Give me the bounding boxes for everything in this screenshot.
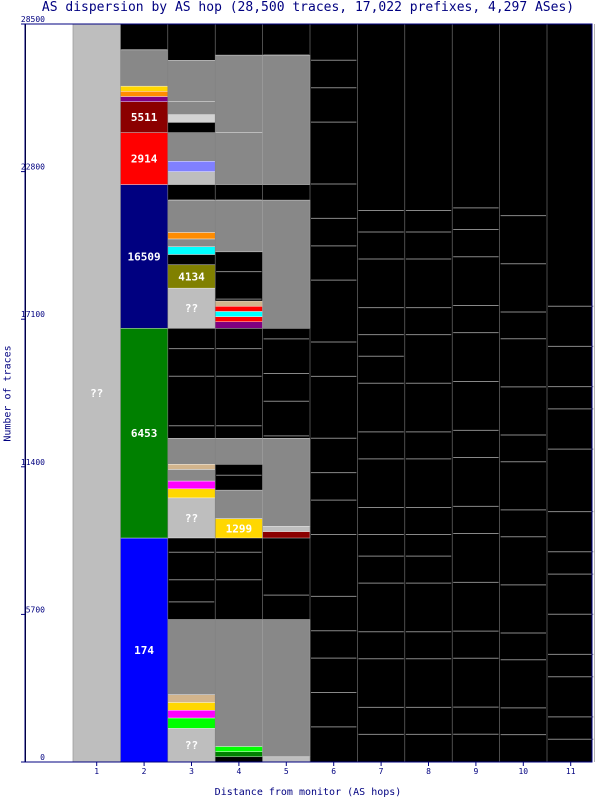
segment-label: 2914 — [131, 153, 158, 166]
hop-5-segment — [262, 531, 311, 539]
hop-2-segment-174 — [120, 537, 169, 763]
segment-label: 4134 — [178, 270, 205, 283]
hop-3-segment — [167, 199, 216, 233]
x-tick-label: 10 — [518, 767, 528, 776]
x-tick-label: 6 — [331, 767, 336, 776]
hop-3-segment — [167, 238, 216, 247]
x-tick-label: 7 — [379, 767, 384, 776]
hop-3-segment — [167, 717, 216, 729]
x-axis-label: Distance from monitor (AS hops) — [214, 787, 402, 798]
y-tick-label: 17100 — [21, 310, 45, 319]
hop-3-segment — [167, 438, 216, 465]
hop-5-segment — [262, 756, 311, 763]
hop-4-segment — [214, 300, 263, 307]
hop-4-segment — [214, 746, 263, 752]
x-tick-label: 3 — [189, 767, 194, 776]
hop-5-segment — [262, 438, 311, 527]
plot-leading-gap — [26, 24, 73, 762]
x-tick-label: 9 — [473, 767, 478, 776]
hop-3-segment — [167, 114, 216, 123]
hop-3-segment — [167, 60, 216, 102]
hop-3-segment — [167, 480, 216, 490]
hop-2-segment — [120, 49, 169, 87]
segment-label: 5511 — [131, 111, 158, 124]
hop-5-segment — [262, 199, 311, 329]
hop-4-segment — [214, 321, 263, 329]
segment-label: 6453 — [131, 427, 158, 440]
x-tick-label: 11 — [566, 767, 576, 776]
hop-3-segment — [167, 171, 216, 185]
hop-2-segment-16509 — [120, 184, 169, 329]
segment-label: ?? — [185, 512, 198, 525]
hop-4-segment — [214, 489, 263, 519]
y-tick-label: 11400 — [21, 458, 45, 467]
hop-3-segment — [167, 246, 216, 255]
segment-label: ?? — [185, 739, 198, 752]
segment-label: ?? — [185, 302, 198, 315]
x-tick-label: 4 — [236, 767, 241, 776]
hop-3-segment — [167, 232, 216, 240]
hop-3-segment-unknownunknown — [167, 497, 216, 539]
x-tick-label: 8 — [426, 767, 431, 776]
hop-2-segment — [120, 96, 169, 102]
y-tick-label: 28500 — [21, 15, 45, 24]
hop-5-segment — [262, 526, 311, 532]
hop-1-segment-unknownunknown — [72, 23, 121, 763]
hop-3-segment-unknownunknown — [167, 728, 216, 763]
hop-4-segment — [214, 316, 263, 322]
hop-3-segment — [167, 161, 216, 172]
hop-2-segment — [120, 91, 169, 97]
hop-4-segment — [214, 132, 263, 185]
x-tick-label: 2 — [142, 767, 147, 776]
hop-5-segment — [262, 54, 311, 185]
x-tick-label: 5 — [284, 767, 289, 776]
hop-3-segment — [167, 464, 216, 470]
hop-3-segment — [167, 702, 216, 711]
hop-4-segment — [214, 54, 263, 133]
segment-label: 174 — [134, 644, 154, 657]
hop-3-segment — [167, 710, 216, 719]
segment-label: 16509 — [128, 250, 161, 263]
hop-3-segment-unknownunknown — [167, 287, 216, 329]
hop-3-segment — [167, 488, 216, 499]
hop-4-segment — [214, 199, 263, 253]
y-tick-label: 5700 — [26, 605, 45, 614]
hop-4-segment — [214, 438, 263, 465]
x-tick-label: 1 — [94, 767, 99, 776]
hop-5-segment — [262, 619, 311, 758]
hop-3-segment — [167, 694, 216, 703]
hop-4-segment — [214, 751, 263, 758]
y-tick-label: 22800 — [21, 163, 45, 172]
plot-frame — [24, 23, 593, 763]
segment-label: ?? — [90, 387, 103, 400]
hop-4-segment — [214, 619, 263, 747]
hop-3-segment — [167, 254, 216, 266]
hop-2-segment-5511 — [120, 101, 169, 133]
hop-3-segment — [167, 619, 216, 695]
hop-3-segment — [167, 101, 216, 115]
hop-3-segment — [167, 132, 216, 162]
hop-4-segment — [214, 306, 263, 312]
hop-4-segment — [214, 311, 263, 317]
segment-label: 1299 — [226, 522, 253, 535]
chart-title: AS dispersion by AS hop (28,500 traces, … — [41, 0, 575, 15]
hop-3-segment — [167, 469, 216, 482]
y-tick-label: 0 — [40, 753, 45, 762]
hop-2-segment — [120, 85, 169, 92]
y-axis-label: Number of traces — [2, 345, 14, 442]
